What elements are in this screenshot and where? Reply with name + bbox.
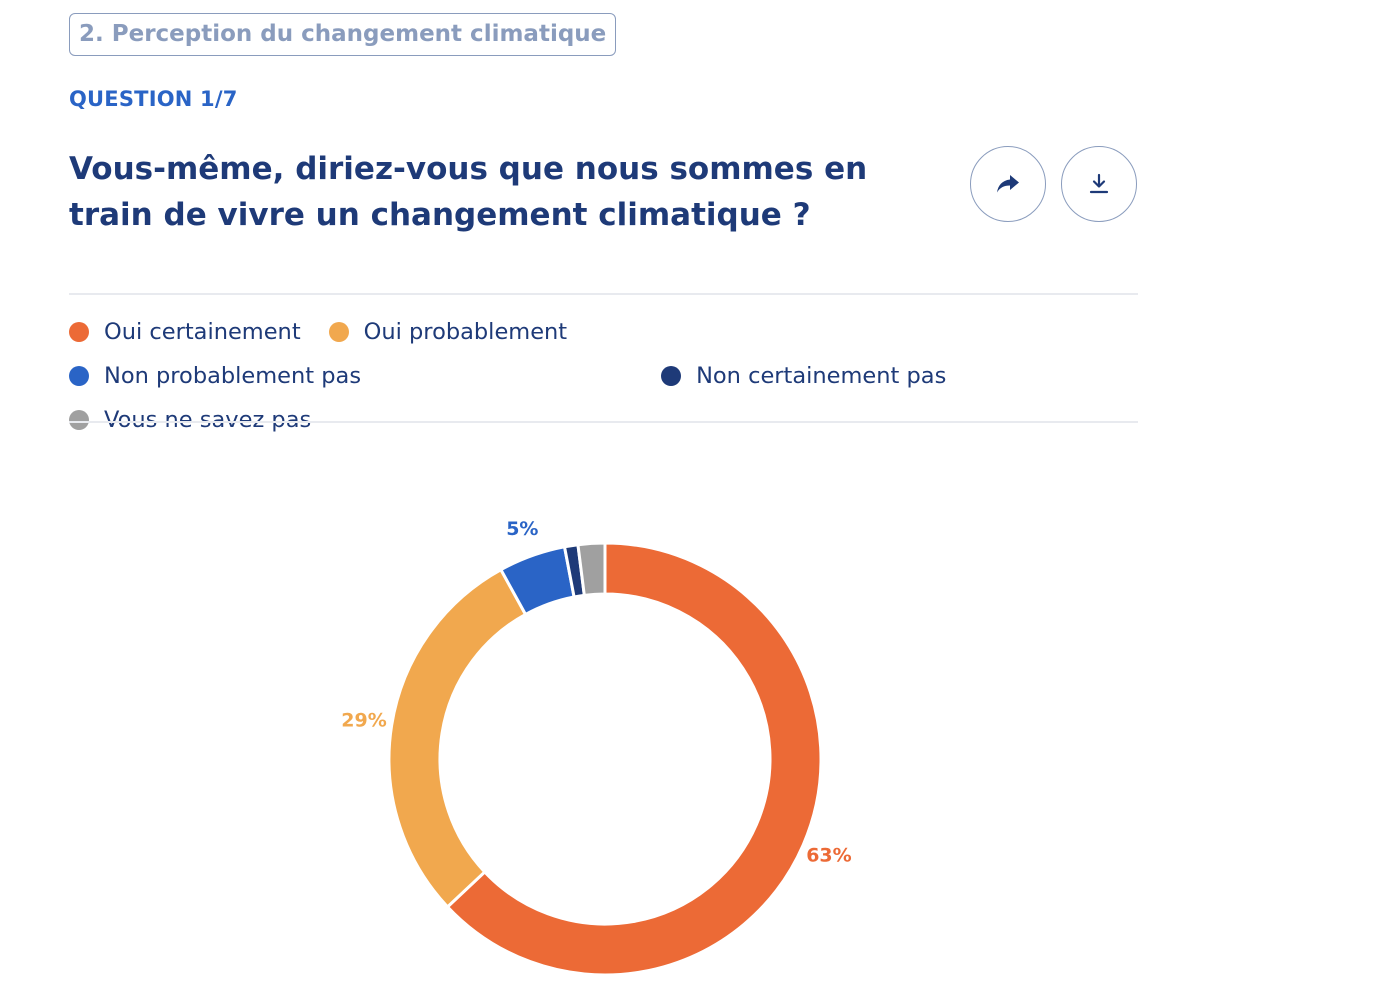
question-counter: QUESTION 1/7 bbox=[69, 87, 238, 111]
data-label: 63% bbox=[806, 844, 851, 866]
divider-bottom bbox=[69, 421, 1138, 423]
data-label: 29% bbox=[341, 709, 386, 731]
donut-slice[interactable] bbox=[445, 541, 823, 977]
legend-swatch bbox=[661, 366, 682, 386]
legend-item[interactable]: Vous ne savez pas bbox=[69, 406, 311, 434]
share-button[interactable] bbox=[970, 146, 1046, 222]
chart-legend: Oui certainement Oui probablement Non prob… bbox=[69, 318, 1138, 434]
download-icon bbox=[1089, 173, 1109, 194]
donut-chart: 63% 29% 5% bbox=[341, 518, 852, 977]
legend-swatch bbox=[69, 322, 89, 342]
legend-label: Vous ne savez pas bbox=[104, 407, 312, 433]
legend-label: Non probablement pas bbox=[104, 363, 362, 389]
legend-item[interactable]: Non probablement pas bbox=[69, 362, 361, 390]
legend-swatch bbox=[328, 322, 349, 342]
download-button[interactable] bbox=[1061, 146, 1137, 222]
legend-label: Oui probablement bbox=[363, 319, 568, 345]
donut-slice[interactable] bbox=[387, 567, 528, 909]
donut-slice[interactable] bbox=[576, 541, 607, 597]
legend-item[interactable]: Oui certainement bbox=[69, 318, 301, 346]
section-badge: 2. Perception du changement climatique bbox=[69, 13, 617, 56]
legend-label: Oui certainement bbox=[104, 319, 301, 345]
legend-item[interactable]: Non certainement pas bbox=[661, 362, 946, 390]
divider-top bbox=[69, 293, 1138, 295]
legend-swatch bbox=[69, 410, 89, 430]
legend-swatch bbox=[69, 366, 89, 386]
question-title: Vous-même, diriez-vous que nous sommes e… bbox=[69, 151, 868, 233]
legend-label: Non certainement pas bbox=[696, 363, 947, 389]
data-label: 5% bbox=[506, 518, 538, 540]
share-arrow-icon bbox=[997, 175, 1019, 193]
legend-item[interactable]: Oui probablement bbox=[328, 318, 568, 346]
